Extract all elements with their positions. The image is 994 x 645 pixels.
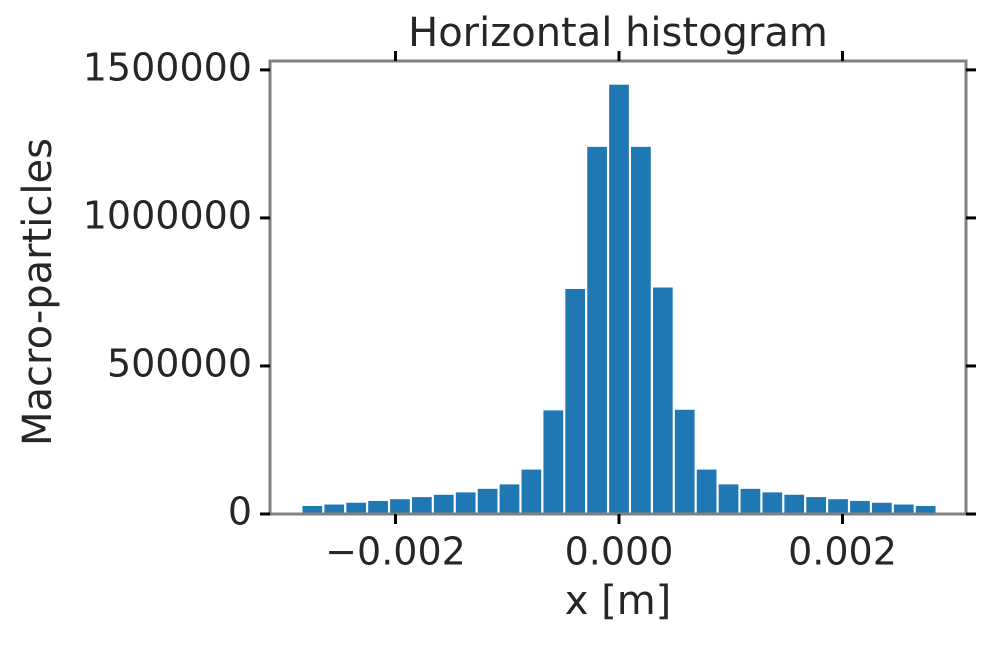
bar — [740, 488, 761, 514]
bar — [850, 500, 870, 514]
x-tick-label: −0.002 — [325, 530, 466, 574]
bar — [587, 146, 607, 515]
bar — [477, 488, 498, 514]
bar — [609, 84, 629, 514]
bar — [455, 492, 476, 514]
chart-title: Horizontal histogram — [408, 10, 828, 56]
bar — [915, 506, 936, 514]
bar — [784, 494, 805, 514]
x-axis-label: x [m] — [565, 578, 672, 624]
bar — [718, 484, 739, 514]
y-tick-label: 0 — [228, 490, 252, 534]
bar — [433, 494, 454, 514]
bar — [368, 500, 388, 514]
y-tick-label: 1500000 — [83, 45, 252, 89]
bar — [631, 146, 651, 515]
bar — [696, 469, 717, 514]
bar — [390, 499, 410, 514]
bar — [652, 287, 673, 514]
bar — [565, 288, 586, 514]
bar — [324, 504, 345, 514]
y-tick-label: 1000000 — [83, 193, 252, 237]
y-axis-label: Macro-particles — [15, 138, 61, 446]
x-tick-label: 0.000 — [565, 530, 674, 574]
y-tick-label: 500000 — [107, 341, 252, 385]
bar — [521, 469, 542, 514]
bar — [412, 497, 432, 514]
bar — [806, 497, 826, 514]
bar — [674, 409, 695, 514]
bar — [828, 499, 848, 514]
bar — [871, 502, 892, 514]
bar — [346, 502, 367, 514]
bar — [302, 506, 323, 514]
bar — [762, 492, 783, 514]
x-tick-label: 0.002 — [788, 530, 897, 574]
bar — [893, 504, 914, 514]
bar — [543, 410, 564, 514]
bar — [499, 484, 520, 514]
